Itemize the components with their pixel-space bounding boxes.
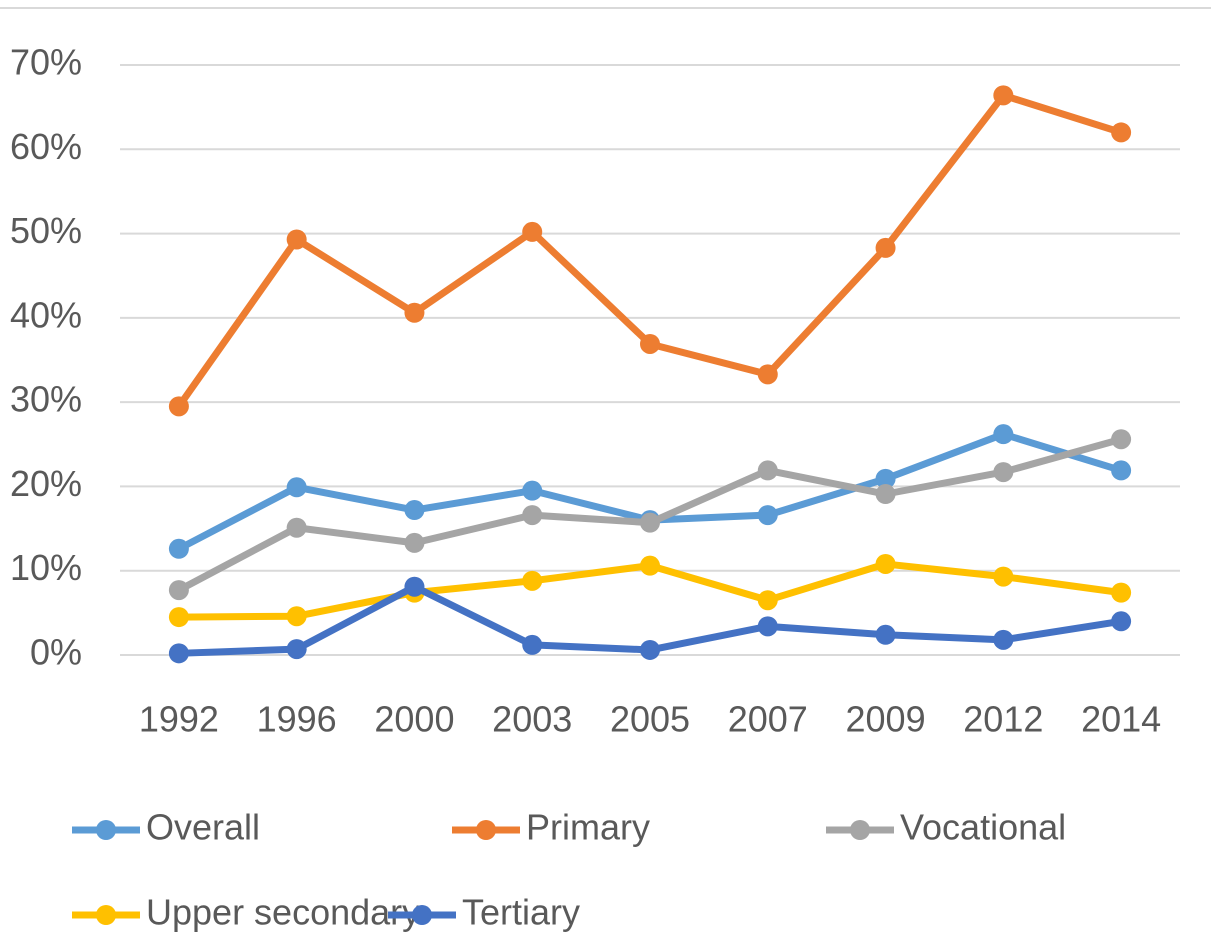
y-tick-label: 40%	[10, 294, 82, 335]
legend-marker	[412, 905, 432, 925]
x-tick-label: 2009	[846, 699, 926, 740]
data-point	[522, 221, 543, 242]
data-point	[993, 629, 1014, 650]
data-point	[522, 505, 543, 526]
x-tick-label: 2000	[374, 699, 454, 740]
data-point	[404, 576, 425, 597]
legend-label: Upper secondary	[146, 892, 420, 933]
legend-label: Vocational	[900, 807, 1066, 848]
data-point	[168, 538, 189, 559]
data-point	[1111, 582, 1132, 603]
data-point	[640, 333, 660, 354]
legend-label: Primary	[526, 807, 650, 848]
data-point	[286, 229, 307, 250]
series-line	[176, 91, 1123, 409]
legend-marker	[96, 820, 116, 840]
y-tick-label: 20%	[10, 463, 82, 504]
legend-label: Tertiary	[462, 892, 580, 933]
data-point	[757, 460, 778, 481]
data-point	[1111, 611, 1132, 632]
data-point	[286, 477, 307, 498]
data-point	[993, 85, 1014, 106]
data-point	[1111, 122, 1132, 143]
data-point	[1111, 460, 1132, 481]
data-point	[993, 566, 1014, 587]
x-tick-label: 2014	[1081, 699, 1161, 740]
x-tick-label: 1996	[257, 699, 337, 740]
data-point	[404, 302, 425, 323]
legend-marker	[96, 905, 116, 925]
data-point	[286, 639, 307, 660]
x-tick-label: 2012	[963, 699, 1043, 740]
data-point	[1111, 429, 1132, 450]
data-point	[286, 606, 307, 627]
data-point	[757, 590, 778, 611]
x-tick-label: 2003	[492, 699, 572, 740]
x-tick-label: 2005	[610, 699, 690, 740]
data-point	[757, 505, 778, 526]
data-point	[875, 484, 896, 505]
data-point	[993, 462, 1014, 483]
data-point	[168, 396, 189, 417]
data-point	[168, 607, 189, 628]
x-tick-label: 1992	[139, 699, 219, 740]
data-point	[404, 500, 425, 521]
y-tick-label: 10%	[10, 547, 82, 588]
data-point	[757, 364, 778, 385]
y-tick-label: 50%	[10, 210, 82, 251]
data-point	[522, 634, 543, 655]
data-point	[168, 643, 189, 664]
data-point	[757, 616, 778, 637]
data-point	[640, 639, 660, 660]
data-point	[168, 580, 189, 601]
y-tick-label: 30%	[10, 379, 82, 420]
legend-marker	[476, 820, 496, 840]
data-point	[640, 555, 660, 576]
data-point	[875, 624, 896, 645]
y-tick-label: 60%	[10, 126, 82, 167]
legend-marker	[850, 820, 870, 840]
data-point	[875, 237, 896, 258]
data-point	[875, 468, 896, 489]
data-point	[404, 532, 425, 553]
data-point	[640, 512, 660, 533]
data-point	[522, 480, 543, 501]
y-tick-label: 0%	[30, 632, 82, 673]
legend-label: Overall	[146, 807, 260, 848]
data-point	[286, 517, 307, 538]
y-tick-label: 70%	[10, 42, 82, 83]
data-point	[993, 424, 1014, 445]
data-point	[875, 553, 896, 574]
data-point	[522, 570, 543, 591]
x-tick-label: 2007	[728, 699, 808, 740]
